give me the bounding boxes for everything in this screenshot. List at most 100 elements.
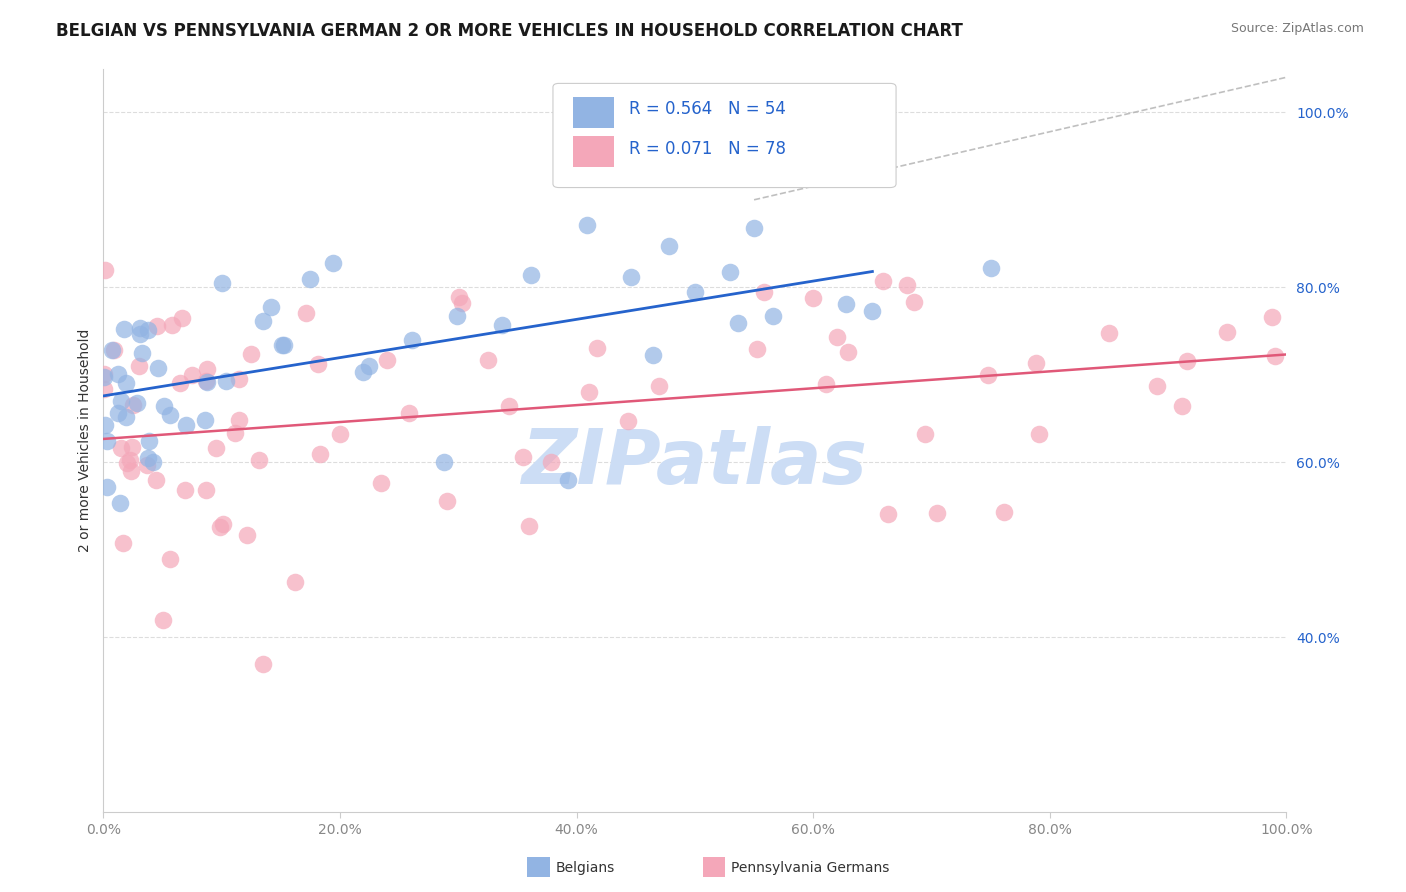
Point — [329, 427, 352, 442]
Point — [146, 360, 169, 375]
Point — [94, 418, 117, 433]
Point — [159, 409, 181, 423]
Point — [520, 268, 543, 282]
Point — [491, 318, 513, 332]
Point — [129, 320, 152, 334]
Point — [138, 434, 160, 449]
Point — [94, 262, 117, 277]
Point — [152, 613, 174, 627]
Point — [447, 290, 470, 304]
Point — [927, 506, 949, 520]
Point — [752, 285, 775, 300]
Y-axis label: 2 or more Vehicles in Household: 2 or more Vehicles in Household — [79, 329, 93, 552]
Point — [208, 520, 231, 534]
Point — [107, 367, 129, 381]
Point — [115, 376, 138, 390]
Text: Source: ZipAtlas.com: Source: ZipAtlas.com — [1230, 22, 1364, 36]
Point — [745, 342, 768, 356]
Point — [295, 306, 318, 320]
Point — [96, 480, 118, 494]
Point — [814, 377, 837, 392]
Point — [1146, 379, 1168, 393]
Point — [112, 535, 135, 549]
Point — [108, 496, 131, 510]
Point — [352, 365, 374, 379]
Point — [801, 291, 824, 305]
Point — [120, 464, 142, 478]
Point — [236, 528, 259, 542]
Point — [118, 453, 141, 467]
Point — [96, 434, 118, 448]
Point — [498, 399, 520, 413]
Point — [517, 519, 540, 533]
Point — [977, 368, 1000, 382]
Point — [252, 657, 274, 671]
Point — [398, 406, 420, 420]
Point — [115, 456, 138, 470]
Point — [860, 304, 883, 318]
Point — [128, 359, 150, 373]
Point — [1216, 325, 1239, 339]
Point — [204, 442, 226, 456]
Point — [477, 353, 499, 368]
Point — [172, 310, 194, 325]
Point — [308, 447, 330, 461]
Point — [181, 368, 204, 383]
Point — [307, 357, 329, 371]
FancyBboxPatch shape — [574, 136, 614, 168]
Point — [993, 505, 1015, 519]
Point — [260, 301, 283, 315]
Point — [145, 473, 167, 487]
Point — [370, 476, 392, 491]
Point — [446, 309, 468, 323]
Point — [322, 255, 344, 269]
Point — [107, 406, 129, 420]
Point — [298, 272, 321, 286]
Point — [195, 483, 218, 497]
Point — [228, 372, 250, 386]
Point — [160, 318, 183, 332]
Text: Pennsylvania Germans: Pennsylvania Germans — [731, 861, 890, 875]
Point — [224, 426, 246, 441]
Point — [1175, 354, 1198, 368]
Point — [136, 450, 159, 465]
Point — [683, 285, 706, 299]
Point — [129, 326, 152, 341]
Point — [110, 442, 132, 456]
Point — [273, 337, 295, 351]
Point — [914, 427, 936, 442]
Point — [761, 309, 783, 323]
Point — [1025, 356, 1047, 370]
Point — [727, 316, 749, 330]
Point — [271, 338, 294, 352]
Point — [512, 450, 534, 464]
Point — [450, 295, 472, 310]
Text: R = 0.071   N = 78: R = 0.071 N = 78 — [628, 140, 786, 158]
Point — [834, 297, 856, 311]
Point — [142, 455, 165, 469]
Point — [169, 376, 191, 391]
Point — [648, 378, 671, 392]
Point — [211, 276, 233, 290]
Point — [173, 483, 195, 497]
Point — [401, 333, 423, 347]
Point — [436, 494, 458, 508]
Point — [643, 347, 665, 361]
Text: Belgians: Belgians — [555, 861, 614, 875]
Point — [742, 221, 765, 235]
Text: R = 0.564   N = 54: R = 0.564 N = 54 — [628, 101, 786, 119]
Text: ZIPatlas: ZIPatlas — [522, 425, 868, 500]
Point — [1028, 426, 1050, 441]
Point — [872, 274, 894, 288]
Point — [103, 343, 125, 357]
Point — [575, 218, 598, 232]
Point — [215, 374, 238, 388]
Point — [837, 345, 859, 359]
Point — [159, 551, 181, 566]
Point — [357, 359, 380, 373]
Point — [617, 414, 640, 428]
Point — [153, 399, 176, 413]
Point — [131, 346, 153, 360]
Point — [195, 375, 218, 389]
Point — [252, 313, 274, 327]
